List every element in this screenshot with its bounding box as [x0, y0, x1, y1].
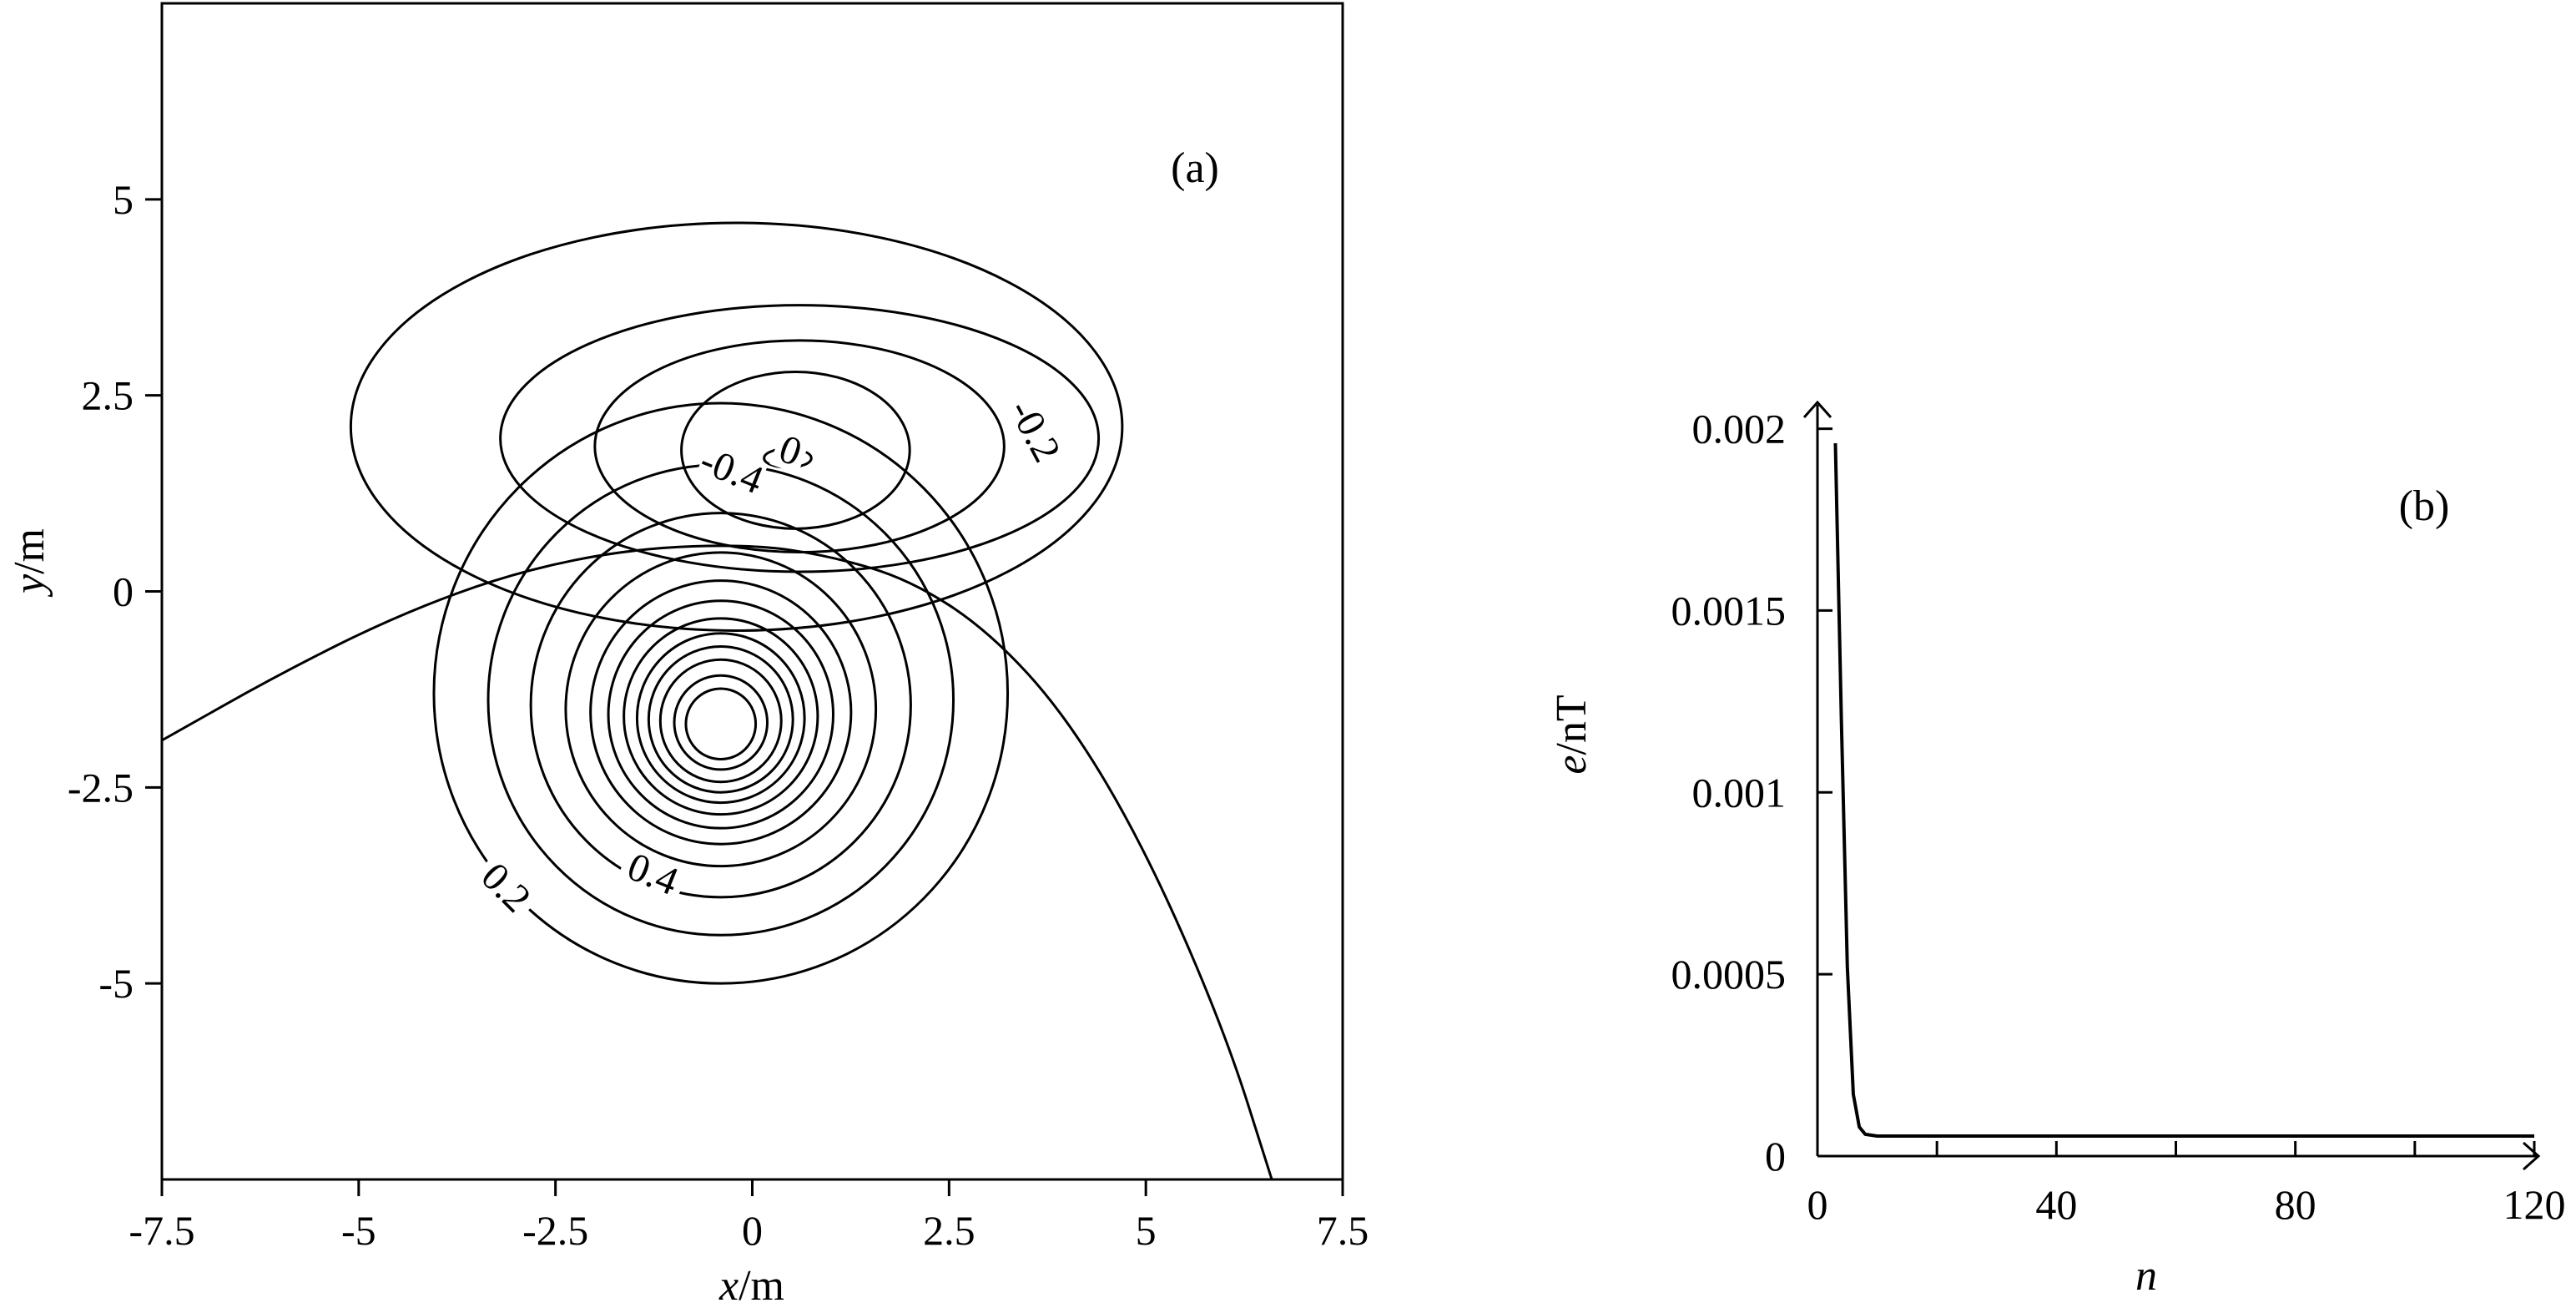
contour-label-bg [616, 846, 689, 905]
a-y-tick-label: 5 [113, 176, 134, 223]
positive-contour-5 [589, 579, 853, 846]
positive-contour-7 [623, 617, 819, 816]
b-x-tick-label: 80 [2275, 1181, 2316, 1228]
negative-contour-3 [593, 339, 1006, 554]
positive-contour-1 [432, 402, 1010, 985]
b-y-tick-label: 0.002 [1692, 406, 1787, 452]
a-y-tick-label: -5 [98, 960, 134, 1007]
b-y-tick-label: 0.0005 [1671, 951, 1787, 997]
panel-b-x-axis-title: n [2135, 1252, 2157, 1300]
a-x-tick-label: 5 [1136, 1207, 1157, 1254]
contour-label-bg [1002, 394, 1065, 468]
panel-a-frame [160, 2, 1344, 1181]
a-x-tick-label: -2.5 [522, 1207, 588, 1254]
contour-label: -0.4 [694, 438, 769, 503]
panel-a-contour-plot: -0.2-0.4 00.2 0.4 -7.5 -5 -2.5 0 2.5 5 7.5 52.50… [6, 2, 1369, 1303]
positive-contour-2 [486, 463, 955, 937]
positive-contour-9 [647, 644, 794, 794]
b-y-tick-label: 0.001 [1692, 769, 1787, 816]
a-x-tick-label: -5 [341, 1207, 376, 1254]
panel-b-y-axis-arrow [1802, 400, 1832, 418]
a-x-tick-label: -7.5 [129, 1207, 194, 1254]
contour-label-bg [469, 853, 541, 924]
contour-label-bg [769, 429, 811, 475]
positive-contour-12 [684, 687, 758, 761]
zero-contour-line [162, 544, 1273, 1179]
a-x-tick-label: 2.5 [923, 1207, 975, 1254]
negative-contour-1 [349, 221, 1124, 632]
error-series-line [1833, 442, 2534, 1139]
panel-b-label: (b) [2399, 482, 2450, 530]
b-x-tick-label: 120 [2503, 1181, 2566, 1228]
contour-label-bg [694, 442, 768, 501]
a-y-tick-label: 0 [113, 568, 134, 615]
panel-a-x-axis-title: x/m [718, 1262, 784, 1303]
b-x-tick-label: 0 [1807, 1181, 1828, 1228]
b-y-tick-label: 0 [1765, 1133, 1786, 1179]
panel-b-y-axis-title: e/nT [1548, 694, 1596, 774]
a-x-tick-label: 7.5 [1317, 1207, 1369, 1254]
panel-a-label: (a) [1171, 144, 1219, 192]
positive-contour-10 [658, 658, 783, 784]
negative-contour-2 [499, 304, 1101, 573]
a-y-tick-label: 2.5 [82, 372, 134, 419]
positive-contour-6 [607, 599, 834, 830]
panel-b-x-axis-arrow [2523, 1141, 2541, 1171]
b-y-tick-label: 0.0015 [1671, 587, 1787, 634]
panel-b-line-plot: 0 40 80 120 0 0.0005 0.001 0.0015 0.002 (b) n e… [1548, 400, 2566, 1300]
a-y-tick-label: -2.5 [68, 764, 134, 811]
positive-contour-11 [673, 674, 769, 771]
contour-label: -0.2 [1001, 392, 1069, 469]
a-x-tick-label: 0 [742, 1207, 763, 1254]
b-x-tick-label: 40 [2035, 1181, 2077, 1228]
positive-contour-4 [564, 551, 878, 868]
positive-contour-8 [635, 632, 806, 805]
panel-a-y-axis-title: y/m [6, 528, 53, 598]
positive-contour-3 [529, 512, 912, 899]
